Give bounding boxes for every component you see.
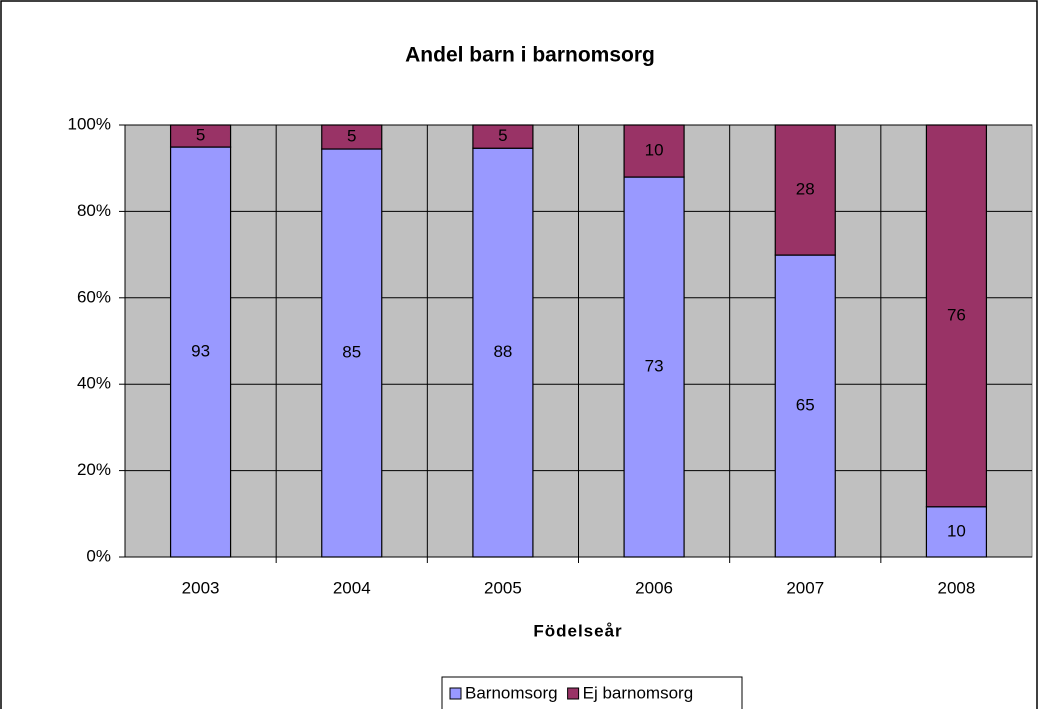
x-tick-label: 2008: [938, 578, 976, 597]
bar-segment: [774, 124, 836, 256]
legend-swatch: [449, 687, 462, 700]
data-label: 5: [498, 126, 507, 145]
legend-swatch: [567, 687, 580, 700]
y-tick-label: 80%: [77, 201, 111, 220]
y-tick-label: 20%: [77, 460, 111, 479]
data-label: 65: [796, 396, 815, 415]
legend-box: [441, 676, 743, 709]
chart-title: Andel barn i barnomsorg: [405, 44, 655, 67]
legend-label: Ej barnomsorg: [583, 683, 694, 702]
bar-segment: [169, 146, 232, 558]
bar-segment: [774, 254, 836, 558]
data-label: 88: [493, 342, 512, 361]
x-tick-label: 2004: [333, 578, 371, 597]
data-label: 5: [196, 126, 205, 145]
y-tick-label: 100%: [68, 114, 111, 133]
y-tick-label: 60%: [77, 287, 111, 306]
data-label: 85: [342, 342, 361, 361]
legend-label: Barnomsorg: [465, 683, 558, 702]
bar-segment: [925, 506, 988, 558]
bar-segment: [472, 147, 534, 558]
data-label: 10: [645, 141, 664, 160]
bar-segment: [472, 124, 534, 149]
data-label: 93: [191, 342, 210, 361]
x-tick-label: 2005: [484, 578, 522, 597]
data-label: 28: [796, 180, 815, 199]
x-axis-label: Födelseår: [533, 621, 622, 640]
bar-segment: [169, 124, 232, 148]
bar-segment: [321, 148, 383, 558]
bar-segment: [623, 124, 685, 178]
x-tick-label: 2007: [786, 578, 824, 597]
y-tick-label: 40%: [77, 374, 111, 393]
x-tick-label: 2006: [635, 578, 673, 597]
data-label: 73: [645, 357, 664, 376]
data-label: 5: [347, 126, 356, 145]
data-label: 10: [947, 521, 966, 540]
x-tick-label: 2003: [182, 578, 220, 597]
bar-segment: [623, 176, 685, 558]
bar-segment: [925, 124, 988, 508]
bar-segment: [321, 124, 383, 150]
data-label: 76: [947, 305, 966, 324]
y-tick-label: 0%: [86, 546, 111, 565]
